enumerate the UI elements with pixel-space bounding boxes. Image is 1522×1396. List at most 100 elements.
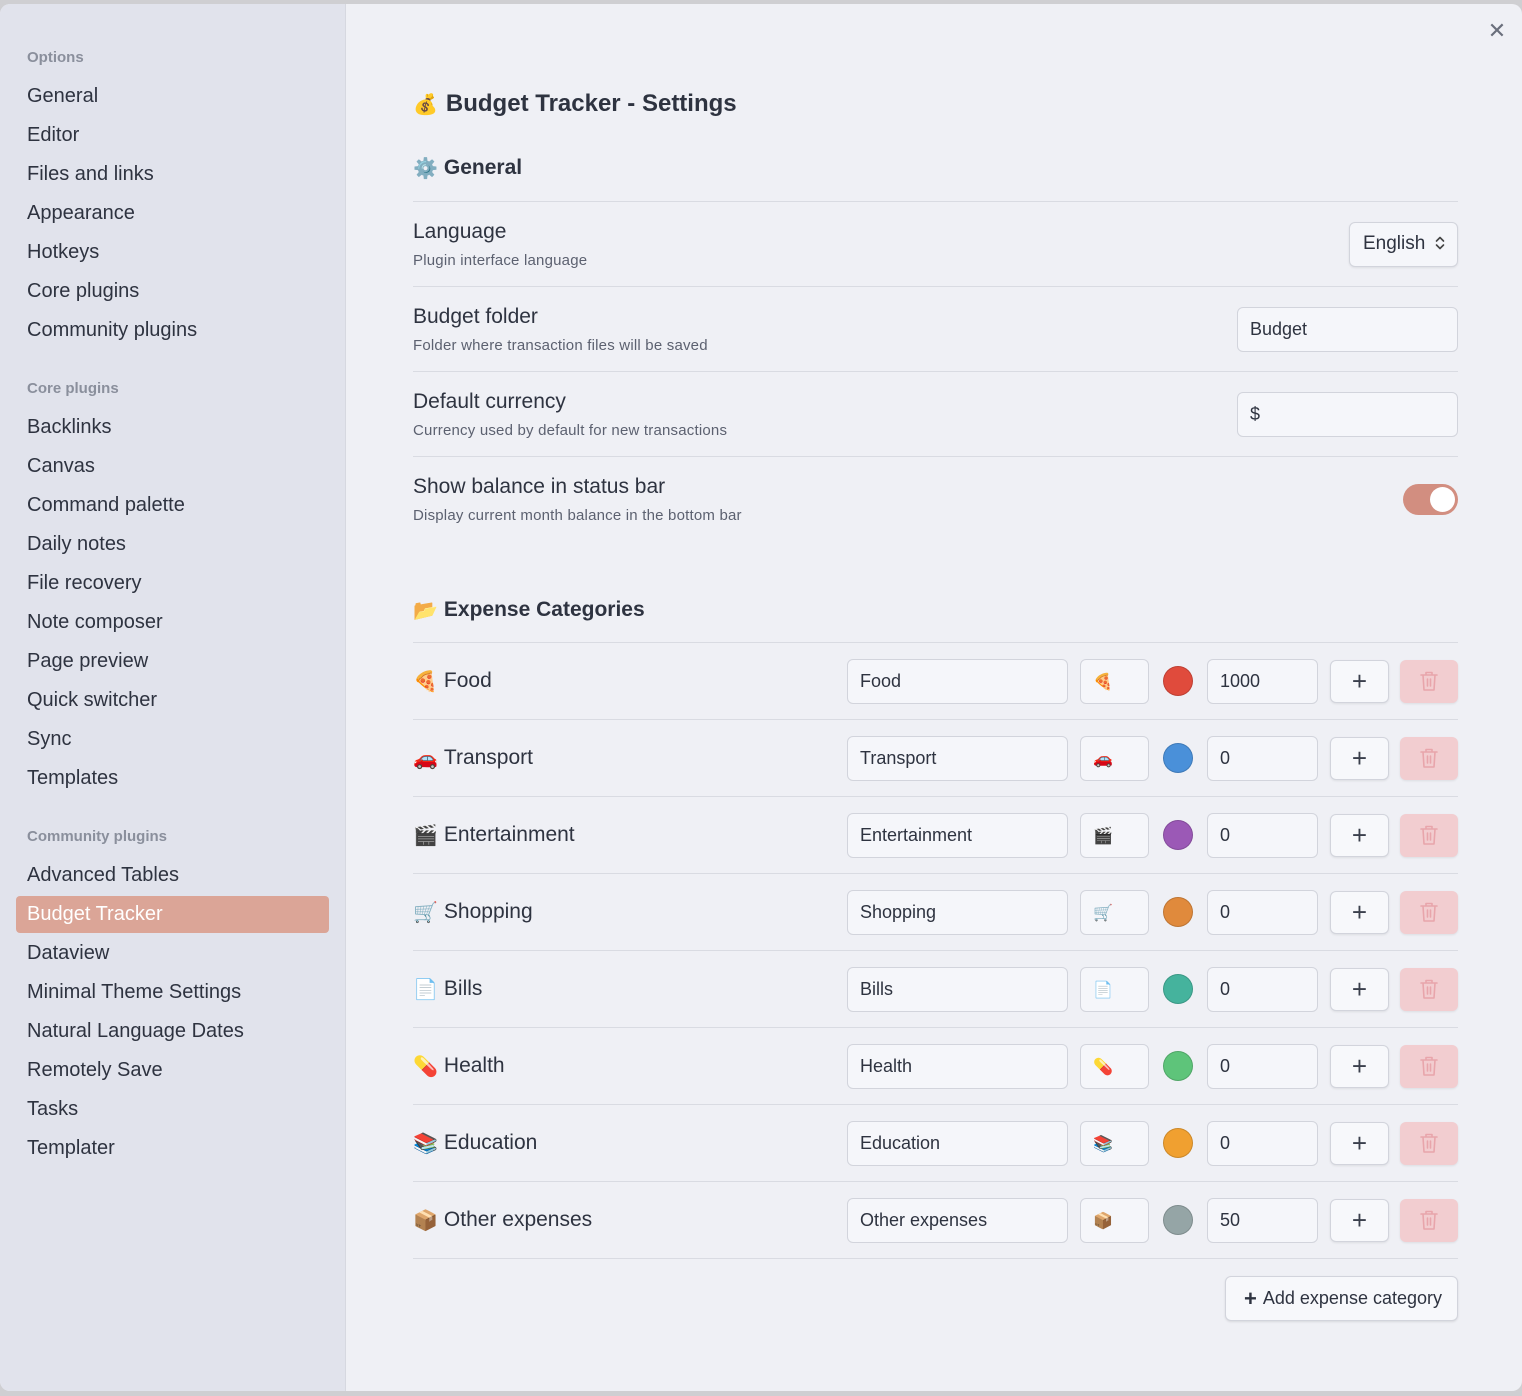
sidebar-item-page-preview[interactable]: Page preview: [27, 650, 149, 672]
sidebar-item-core-plugins[interactable]: Core plugins: [27, 280, 140, 302]
sidebar-item-tasks[interactable]: Tasks: [27, 1098, 79, 1120]
sidebar-item-remotely-save[interactable]: Remotely Save: [27, 1059, 163, 1081]
category-name-input[interactable]: Other expenses: [847, 1197, 1068, 1243]
category-color-picker[interactable]: [1163, 1051, 1193, 1081]
status-bar-toggle[interactable]: [1403, 484, 1458, 515]
category-name-input[interactable]: Transport: [847, 735, 1068, 781]
category-name-input[interactable]: Food: [847, 658, 1068, 704]
category-name-input[interactable]: Education: [847, 1120, 1068, 1166]
trash-icon: [1419, 1055, 1439, 1077]
category-budget-input[interactable]: 0: [1207, 735, 1318, 781]
category-add-button[interactable]: +: [1330, 736, 1389, 780]
divider: [413, 201, 1458, 202]
plus-icon: +: [1351, 896, 1368, 927]
category-color-picker[interactable]: [1163, 666, 1193, 696]
sidebar-item-editor[interactable]: Editor: [27, 124, 80, 146]
category-emoji-input[interactable]: 🛒: [1080, 889, 1149, 935]
add-category-row: + Add expense category: [413, 1276, 1458, 1321]
expense-category-list: 🍕 Food Food 🍕 1000 + 🚗 Transport Transport 🚗 0 + 🎬 En…: [413, 642, 1458, 1259]
category-emoji-input[interactable]: 🎬: [1080, 812, 1149, 858]
folder-icon: 📂: [413, 598, 438, 622]
category-color-picker[interactable]: [1163, 820, 1193, 850]
category-label-text: Food: [443, 669, 492, 692]
category-budget-input[interactable]: 1000: [1207, 658, 1318, 704]
sidebar-item-appearance[interactable]: Appearance: [27, 202, 135, 224]
category-add-button[interactable]: +: [1330, 967, 1389, 1011]
setting-language: Language Plugin interface language Engli…: [413, 202, 1458, 287]
sidebar-item-sync[interactable]: Sync: [27, 728, 72, 750]
category-budget-input[interactable]: 0: [1207, 1043, 1318, 1089]
setting-name: Default currency: [413, 389, 566, 413]
sidebar-item-file-recovery[interactable]: File recovery: [27, 572, 142, 594]
sidebar-item-note-composer[interactable]: Note composer: [27, 611, 163, 633]
money-bag-icon: 💰: [413, 92, 438, 116]
category-name-input[interactable]: Shopping: [847, 889, 1068, 935]
setting-info: Show balance in status bar Display curre…: [413, 475, 742, 524]
category-color-picker[interactable]: [1163, 897, 1193, 927]
category-add-button[interactable]: +: [1330, 813, 1389, 857]
category-color-picker[interactable]: [1163, 1205, 1193, 1235]
category-emoji-input[interactable]: 📄: [1080, 966, 1149, 1012]
category-delete-button[interactable]: [1400, 1198, 1458, 1242]
category-budget-input[interactable]: 0: [1207, 812, 1318, 858]
category-emoji-input[interactable]: 💊: [1080, 1043, 1149, 1089]
category-budget-input[interactable]: 50: [1207, 1197, 1318, 1243]
sidebar-item-dataview[interactable]: Dataview: [27, 942, 110, 964]
add-expense-category-button[interactable]: + Add expense category: [1225, 1276, 1458, 1321]
category-emoji-input[interactable]: 🚗: [1080, 735, 1149, 781]
sidebar-item-command-palette[interactable]: Command palette: [27, 494, 185, 516]
category-row: 📚 Education Education 📚 0 +: [413, 1105, 1458, 1182]
setting-description: Folder where transaction files will be s…: [413, 336, 708, 354]
category-delete-button[interactable]: [1400, 890, 1458, 934]
category-budget-input[interactable]: 0: [1207, 1120, 1318, 1166]
category-emoji-input[interactable]: 📦: [1080, 1197, 1149, 1243]
sidebar-item-natural-language-dates[interactable]: Natural Language Dates: [27, 1020, 244, 1042]
category-emoji-input[interactable]: 📚: [1080, 1120, 1149, 1166]
category-label-text: Other expenses: [443, 1208, 593, 1231]
settings-content: ✕ 💰 Budget Tracker - Settings ⚙️ General…: [346, 4, 1522, 1391]
category-color-picker[interactable]: [1163, 1128, 1193, 1158]
category-label-text: Health: [443, 1054, 505, 1077]
setting-name: Show balance in status bar: [413, 475, 666, 498]
category-budget-input[interactable]: 0: [1207, 889, 1318, 935]
category-add-button[interactable]: +: [1330, 659, 1389, 703]
sidebar-item-daily-notes[interactable]: Daily notes: [27, 533, 126, 555]
category-name-input[interactable]: Bills: [847, 966, 1068, 1012]
sidebar-item-templater[interactable]: Templater: [27, 1137, 115, 1159]
category-color-picker[interactable]: [1163, 743, 1193, 773]
category-delete-button[interactable]: [1400, 1044, 1458, 1088]
category-budget-input[interactable]: 0: [1207, 966, 1318, 1012]
category-delete-button[interactable]: [1400, 813, 1458, 857]
category-emoji-input[interactable]: 🍕: [1080, 658, 1149, 704]
category-delete-button[interactable]: [1400, 967, 1458, 1011]
close-icon[interactable]: ✕: [1487, 18, 1507, 43]
default-currency-input[interactable]: $: [1237, 391, 1458, 437]
sidebar-item-advanced-tables[interactable]: Advanced Tables: [27, 864, 179, 886]
sidebar-item-quick-switcher[interactable]: Quick switcher: [27, 689, 158, 711]
category-name-input[interactable]: Entertainment: [847, 812, 1068, 858]
sidebar-item-community-plugins[interactable]: Community plugins: [27, 319, 198, 341]
category-delete-button[interactable]: [1400, 736, 1458, 780]
category-delete-button[interactable]: [1400, 659, 1458, 703]
sidebar-item-minimal-theme-settings[interactable]: Minimal Theme Settings: [27, 981, 242, 1003]
category-name-input[interactable]: Health: [847, 1043, 1068, 1089]
category-add-button[interactable]: +: [1330, 1198, 1389, 1242]
category-label: 🎬 Entertainment: [413, 823, 847, 847]
category-color-picker[interactable]: [1163, 974, 1193, 1004]
sidebar-item-budget-tracker[interactable]: Budget Tracker: [16, 896, 329, 933]
plus-icon: +: [1351, 1204, 1368, 1235]
sidebar-item-canvas[interactable]: Canvas: [27, 455, 95, 477]
category-add-button[interactable]: +: [1330, 1121, 1389, 1165]
plus-icon: +: [1351, 973, 1368, 1004]
sidebar-item-files-and-links[interactable]: Files and links: [27, 163, 154, 185]
category-delete-button[interactable]: [1400, 1121, 1458, 1165]
sidebar-item-general[interactable]: General: [27, 85, 99, 107]
category-add-button[interactable]: +: [1330, 890, 1389, 934]
budget-folder-input[interactable]: Budget: [1237, 306, 1458, 352]
sidebar-item-templates[interactable]: Templates: [27, 767, 119, 789]
category-add-button[interactable]: +: [1330, 1044, 1389, 1088]
general-settings: Language Plugin interface language Engli…: [413, 202, 1458, 542]
language-select[interactable]: English: [1349, 221, 1458, 267]
sidebar-item-hotkeys[interactable]: Hotkeys: [27, 241, 100, 263]
sidebar-item-backlinks[interactable]: Backlinks: [27, 416, 112, 438]
